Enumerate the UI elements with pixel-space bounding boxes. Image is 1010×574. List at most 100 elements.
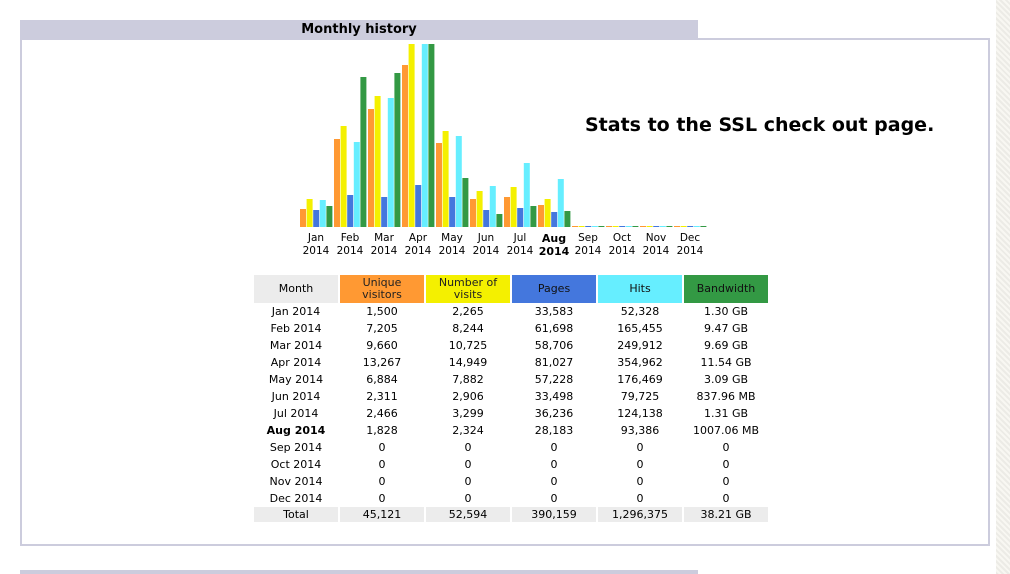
bar-visits [646, 226, 653, 227]
bar-pages [653, 226, 660, 227]
total-visits-value: 52,594 [426, 507, 510, 522]
month-label-year: 2014 [608, 245, 636, 257]
row-uv-value: 0 [378, 475, 386, 488]
bar-pages [449, 197, 456, 227]
row-uv-value: 0 [378, 441, 386, 454]
month-label-month: Jan [307, 232, 325, 244]
total-bw-value: 38.21 GB [684, 507, 768, 522]
row-uv-value: 2,466 [366, 407, 398, 420]
row-month: Jan 2014 [271, 305, 321, 318]
bar-pages [415, 185, 422, 227]
row-month: Mar 2014 [269, 339, 323, 352]
bar-bandwidth [700, 226, 707, 227]
header-visits: Number of visits [426, 275, 510, 303]
row-month: Jun 2014 [271, 390, 321, 403]
row-pages-value: 57,228 [534, 373, 574, 386]
bar-unique-visitors [300, 209, 306, 227]
month-label-month: Aug [541, 232, 567, 245]
bar-visits [544, 199, 551, 227]
row-bw-value: 9.47 GB [703, 322, 749, 335]
table-row: Apr 2014 13,267 14,949 81,027 354,962 11.54 G… [254, 354, 768, 371]
table-row: Oct 2014 0 0 0 0 0 [254, 456, 768, 473]
month-label-month: Jul [513, 232, 527, 244]
bar-hits [387, 98, 394, 227]
row-hits-value: 124,138 [617, 407, 663, 420]
monthly-bar-chart [300, 44, 707, 227]
scrollbar-track[interactable] [996, 0, 1010, 574]
table-row: Jul 2014 2,466 3,299 36,236 124,138 1.31 GB [254, 405, 768, 422]
row-visits-value: 2,324 [452, 424, 484, 437]
bar-unique-visitors [538, 205, 544, 227]
month-label-year: 2014 [574, 245, 602, 257]
row-visits-value: 0 [464, 475, 472, 488]
bar-visits [374, 96, 381, 227]
row-uv-value: 1,828 [366, 424, 398, 437]
bar-visits [680, 226, 687, 227]
row-month: Nov 2014 [269, 475, 323, 488]
header-pages: Pages [512, 275, 596, 303]
row-month: Jul 2014 [273, 407, 319, 420]
row-bw-value: 0 [722, 441, 730, 454]
bar-hits [421, 44, 428, 227]
bar-hits [489, 186, 496, 227]
row-hits-value: 0 [636, 492, 644, 505]
row-bw-value: 0 [722, 458, 730, 471]
total-hits-value: 1,296,375 [598, 507, 682, 522]
row-month: Sep 2014 [269, 441, 323, 454]
bar-unique-visitors [674, 226, 680, 227]
row-visits-value: 0 [464, 441, 472, 454]
row-hits-value: 0 [636, 475, 644, 488]
row-uv-value: 9,660 [366, 339, 398, 352]
month-label: Aug 2014 [537, 232, 571, 258]
month-label-year: 2014 [472, 245, 500, 257]
month-label: Nov 2014 [639, 232, 673, 258]
month-label-year: 2014 [506, 245, 534, 257]
bar-bandwidth [326, 206, 333, 227]
row-hits-value: 165,455 [617, 322, 663, 335]
month-label: Feb 2014 [333, 232, 367, 258]
bar-visits [340, 126, 347, 227]
row-bw-value: 11.54 GB [700, 356, 752, 369]
header-unique-visitors: Unique visitors [340, 275, 424, 303]
bar-pages [585, 226, 592, 227]
row-bw-value: 0 [722, 475, 730, 488]
row-uv-value: 2,311 [366, 390, 398, 403]
row-visits-value: 2,906 [452, 390, 484, 403]
row-pages-value: 0 [550, 441, 558, 454]
table-row: Jun 2014 2,311 2,906 33,498 79,725 837.96 MB [254, 388, 768, 405]
bar-unique-visitors [436, 143, 442, 227]
row-bw-value: 9.69 GB [703, 339, 749, 352]
row-uv-value: 0 [378, 458, 386, 471]
row-month: Dec 2014 [269, 492, 323, 505]
month-label-year: 2014 [404, 245, 432, 257]
bar-hits [693, 226, 700, 227]
row-pages-value: 33,583 [534, 305, 574, 318]
row-pages-value: 0 [550, 458, 558, 471]
bar-visits [442, 131, 449, 227]
bar-visits [306, 199, 313, 227]
bar-unique-visitors [640, 226, 646, 227]
bar-hits [353, 142, 360, 227]
table-total-row: Total 45,121 52,594 390,159 1,296,375 38.21 G… [254, 507, 768, 522]
row-pages-value: 36,236 [534, 407, 574, 420]
bar-unique-visitors [368, 109, 374, 227]
row-uv-value: 7,205 [366, 322, 398, 335]
bar-visits [476, 191, 483, 227]
table-row: Nov 2014 0 0 0 0 0 [254, 473, 768, 490]
bar-visits [578, 226, 585, 227]
month-label-month: Feb [340, 232, 360, 244]
month-label: Dec 2014 [673, 232, 707, 258]
month-label: May 2014 [435, 232, 469, 258]
table-row: Aug 2014 1,828 2,324 28,183 93,386 1007.06 MB [254, 422, 768, 439]
row-uv-value: 6,884 [366, 373, 398, 386]
bar-unique-visitors [470, 199, 476, 227]
page-note: Stats to the SSL check out page. [585, 114, 935, 136]
table-row: Mar 2014 9,660 10,725 58,706 249,912 9.69 GB [254, 337, 768, 354]
row-bw-value: 1.31 GB [703, 407, 749, 420]
row-bw-value: 3.09 GB [703, 373, 749, 386]
row-pages-value: 33,498 [534, 390, 574, 403]
row-visits-value: 2,265 [452, 305, 484, 318]
bar-hits [455, 136, 462, 227]
section-title: Monthly history [20, 20, 698, 40]
month-label-year: 2014 [538, 245, 570, 258]
